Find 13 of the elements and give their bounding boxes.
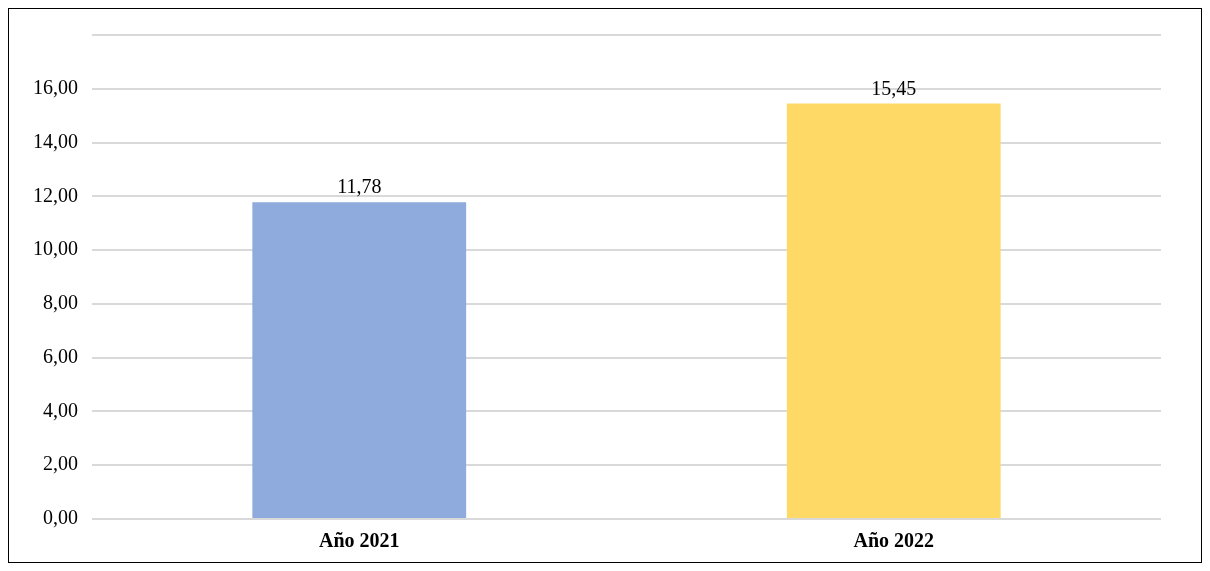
y-tick-label: 0,00: [43, 506, 78, 529]
x-tick-label: Año 2022: [853, 529, 935, 552]
y-tick-label: 6,00: [43, 344, 78, 367]
y-tick-label: 12,00: [33, 183, 78, 206]
y-tick-label: 4,00: [43, 398, 78, 421]
y-tick-label: 14,00: [33, 129, 78, 152]
data-label: 15,45: [871, 76, 917, 99]
y-tick-label: 10,00: [33, 237, 78, 260]
y-tick-label: 8,00: [43, 291, 78, 314]
data-label: 11,78: [337, 175, 382, 198]
y-tick-label: 16,00: [33, 76, 78, 99]
y-tick-label: 2,00: [43, 452, 78, 475]
x-tick-label: Año 2021: [318, 529, 400, 552]
